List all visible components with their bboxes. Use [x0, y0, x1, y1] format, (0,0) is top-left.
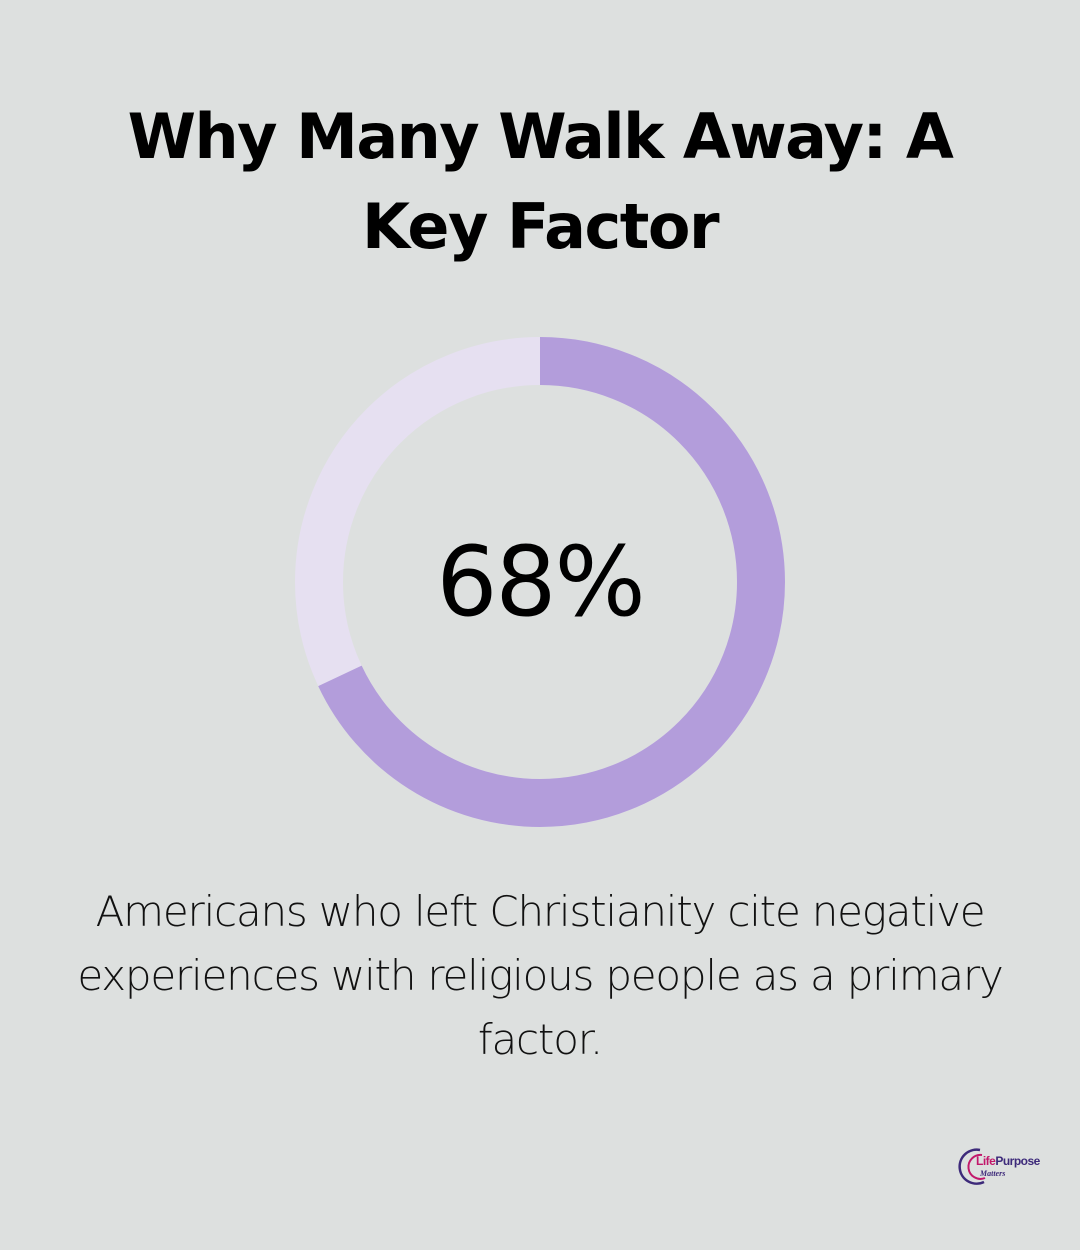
logo-tagline: Matters [980, 1169, 1006, 1178]
donut-value-arc [295, 337, 785, 827]
logo-wordmark: LifePurpose [976, 1154, 1040, 1168]
donut-ring [295, 337, 785, 827]
infographic-title: Why Many Walk Away: A Key Factor [127, 100, 954, 263]
brand-logo: LifePurpose Matters [958, 1146, 1042, 1186]
percentage-value: 68% [436, 526, 645, 638]
swoosh-icon [958, 1148, 986, 1185]
stat-description: Americans who left Christianity cite neg… [77, 887, 1004, 1064]
donut-chart: 68% [295, 337, 785, 827]
